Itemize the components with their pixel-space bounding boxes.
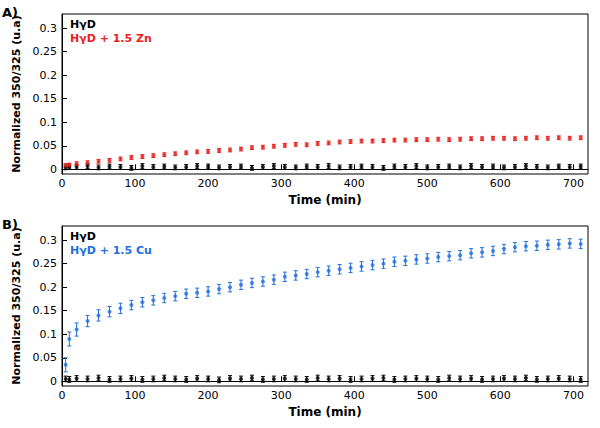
svg-text:0.2: 0.2: [40, 281, 58, 294]
svg-text:600: 600: [490, 389, 511, 402]
svg-text:HγD: HγD: [70, 230, 96, 243]
svg-text:0: 0: [50, 163, 57, 176]
svg-text:300: 300: [271, 389, 292, 402]
svg-text:0.1: 0.1: [40, 328, 58, 341]
svg-text:100: 100: [125, 177, 146, 190]
svg-text:Normalized 350/325 (u.a): Normalized 350/325 (u.a): [10, 227, 23, 384]
svg-text:300: 300: [271, 177, 292, 190]
svg-text:0.05: 0.05: [33, 351, 58, 364]
svg-text:A): A): [2, 5, 18, 20]
svg-text:700: 700: [563, 177, 584, 190]
svg-text:0.05: 0.05: [33, 139, 58, 152]
svg-text:500: 500: [417, 389, 438, 402]
svg-text:0.1: 0.1: [40, 116, 58, 129]
svg-text:400: 400: [344, 177, 365, 190]
svg-text:HγD + 1.5 Cu: HγD + 1.5 Cu: [70, 244, 152, 257]
svg-text:Normalized 350/325 (u.a): Normalized 350/325 (u.a): [10, 15, 23, 172]
svg-text:500: 500: [417, 177, 438, 190]
svg-text:B): B): [2, 217, 18, 232]
svg-text:Time (min): Time (min): [288, 193, 361, 207]
svg-text:0.3: 0.3: [40, 234, 58, 247]
svg-text:0.25: 0.25: [33, 257, 58, 270]
svg-text:200: 200: [198, 177, 219, 190]
svg-text:0: 0: [50, 375, 57, 388]
svg-text:0.3: 0.3: [40, 22, 58, 35]
svg-text:700: 700: [563, 389, 584, 402]
svg-text:Time (min): Time (min): [288, 405, 361, 419]
svg-text:HγD: HγD: [70, 18, 96, 31]
svg-text:0.15: 0.15: [33, 304, 58, 317]
svg-text:400: 400: [344, 389, 365, 402]
svg-text:0.15: 0.15: [33, 92, 58, 105]
svg-text:0: 0: [59, 177, 66, 190]
svg-text:600: 600: [490, 177, 511, 190]
svg-text:100: 100: [125, 389, 146, 402]
svg-text:HγD + 1.5 Zn: HγD + 1.5 Zn: [70, 32, 152, 45]
svg-text:0.2: 0.2: [40, 69, 58, 82]
svg-text:0: 0: [59, 389, 66, 402]
svg-text:0.25: 0.25: [33, 45, 58, 58]
svg-text:200: 200: [198, 389, 219, 402]
